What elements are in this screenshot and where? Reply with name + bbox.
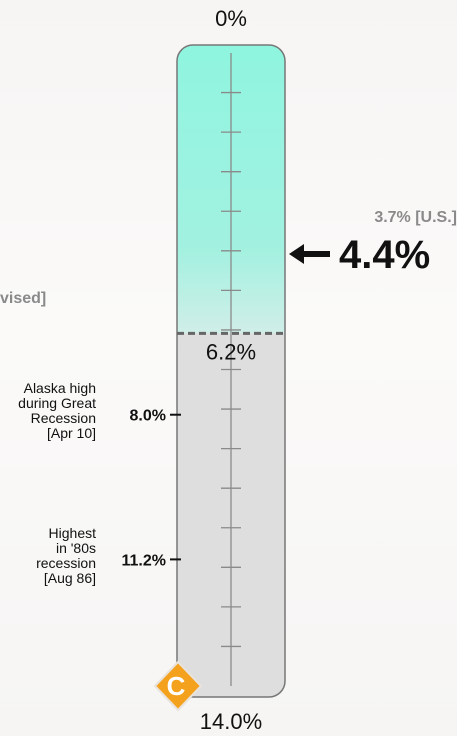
marker-note-line: during Great [18,395,96,411]
marker-note-line: [Aug 86] [44,570,96,586]
scale-bottom-label: 14.0% [200,709,262,734]
marker-note-line: Highest [49,525,97,541]
alaska-rate-value: 4.4% [339,233,430,277]
clipped-revised-text: vised] [0,290,46,307]
marker-note-line: [Apr 10] [47,425,96,441]
current-arrow-icon [289,244,330,264]
marker-note-line: in '80s [56,540,96,556]
marker-note-line: Alaska high [24,380,96,396]
us-rate-label: 3.7% [U.S.] [374,209,457,226]
threshold-label: 6.2% [206,339,256,364]
marker-value-label: 11.2% [122,552,166,569]
marker-value-label: 8.0% [130,408,166,425]
marker-note-line: recession [36,555,96,571]
scale-top-label: 0% [215,6,247,31]
svg-text:C: C [167,671,186,701]
marker-note-line: Recession [31,410,96,426]
